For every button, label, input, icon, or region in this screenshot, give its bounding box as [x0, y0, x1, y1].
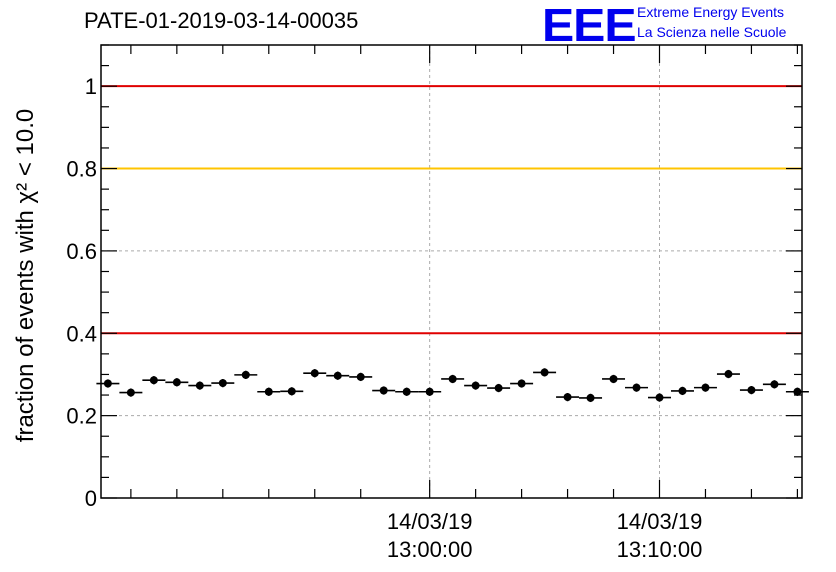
marker: [195, 381, 204, 390]
data-point: [579, 393, 603, 403]
run-title: PATE-01-2019-03-14-00035: [84, 8, 359, 33]
y-tick-label: 1: [85, 74, 97, 99]
data-point: [280, 387, 304, 396]
data-point: [211, 378, 235, 388]
eee-logo: EEE Extreme Energy Events La Scienza nel…: [542, 0, 832, 51]
x-tick-time-label: 13:00:00: [387, 537, 473, 562]
data-point: [762, 380, 786, 389]
x-tick-time-label: 13:10:00: [617, 537, 703, 562]
marker: [448, 374, 457, 383]
data-point: [739, 385, 763, 395]
data-point: [441, 374, 465, 384]
marker: [770, 380, 779, 389]
data-point: [693, 383, 717, 392]
data-point: [510, 379, 534, 388]
data-point: [326, 371, 350, 380]
data-point: [716, 369, 740, 379]
logo-mark: EEE: [542, 0, 637, 51]
y-tick-label: 0.4: [66, 321, 97, 346]
marker: [126, 388, 135, 397]
marker: [747, 386, 756, 395]
marker: [609, 374, 618, 383]
marker: [103, 379, 112, 388]
marker: [425, 387, 434, 396]
marker: [264, 387, 273, 396]
y-tick-label: 0: [85, 486, 97, 511]
marker: [310, 369, 319, 378]
data-point: [533, 368, 557, 377]
data-point: [648, 393, 671, 402]
data-point: [234, 370, 258, 379]
data-point: [418, 387, 442, 396]
logo-line-2: La Scienza nelle Scuole: [637, 24, 787, 40]
marker: [402, 387, 411, 396]
data-point: [188, 381, 212, 390]
marker: [540, 368, 549, 377]
marker: [701, 383, 710, 392]
marker: [678, 386, 687, 395]
grid-layer: [101, 45, 802, 498]
marker: [356, 372, 365, 381]
marker: [586, 393, 595, 402]
marker: [241, 370, 250, 379]
y-tick-label: 0.2: [66, 404, 97, 429]
data-point: [257, 387, 281, 396]
data-point: [625, 383, 649, 392]
plot-frame: [100, 44, 803, 499]
data-point: [395, 387, 419, 396]
data-point: [165, 378, 189, 387]
marker: [149, 376, 158, 385]
marker: [494, 384, 503, 393]
data-points-layer: [96, 368, 809, 403]
data-point: [602, 374, 626, 384]
data-point: [96, 379, 120, 388]
marker: [632, 383, 641, 392]
data-point: [349, 372, 373, 382]
x-tick-date-label: 14/03/19: [617, 509, 703, 534]
marker: [218, 379, 227, 388]
y-tick-label: 0.8: [66, 157, 97, 182]
data-point: [303, 369, 327, 378]
marker: [172, 378, 181, 387]
logo-line-1: Extreme Energy Events: [637, 4, 785, 20]
data-point: [119, 388, 143, 397]
marker: [287, 387, 296, 396]
y-axis-label: fraction of events with χ² < 10.0: [12, 109, 39, 442]
data-point: [464, 381, 488, 390]
marker: [724, 370, 733, 379]
data-point: [372, 386, 396, 395]
reference-lines-layer: [101, 85, 802, 335]
ticks-layer: 0 0.2 0.4 0.6 0.8 1 14/03/19 13:00:00 14/03/19 13…: [66, 44, 802, 562]
marker: [333, 371, 342, 380]
marker: [655, 393, 664, 402]
x-tick-date-label: 14/03/19: [387, 509, 473, 534]
data-point: [487, 383, 511, 393]
marker: [563, 393, 572, 402]
data-point: [670, 386, 694, 396]
marker: [471, 381, 480, 390]
data-point: [556, 392, 580, 402]
marker: [793, 387, 802, 396]
data-point: [142, 376, 166, 385]
marker: [517, 379, 526, 388]
marker: [379, 386, 388, 395]
y-tick-label: 0.6: [66, 239, 97, 264]
